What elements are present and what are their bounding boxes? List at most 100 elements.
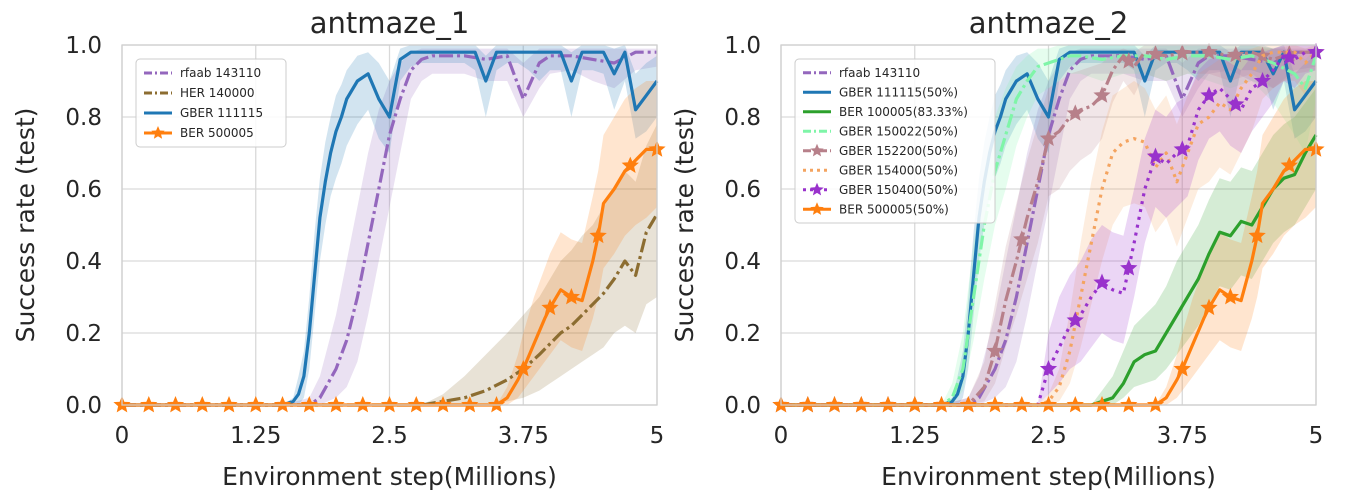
series-marker-7 <box>1280 48 1298 65</box>
series-marker-4 <box>247 395 265 413</box>
series-band-6 <box>781 45 1316 405</box>
series-marker-8 <box>1200 298 1218 316</box>
series-band-2 <box>122 124 657 405</box>
series-marker-4 <box>589 226 607 244</box>
legend-label: rfaab 143110 <box>180 66 261 80</box>
series-marker-4 <box>541 298 559 316</box>
series-marker-8 <box>1039 395 1058 413</box>
legend-label: GBER 111115 <box>180 106 263 120</box>
series-marker-7 <box>1253 71 1272 89</box>
series-marker-8 <box>1066 395 1084 413</box>
y-tick-label: 1.0 <box>65 33 102 59</box>
legend-label: BER 100005(83.33%) <box>839 105 968 119</box>
series-marker-8 <box>986 395 1004 413</box>
chart-title: antmaze_2 <box>969 6 1129 40</box>
series-marker-4 <box>140 395 158 413</box>
series-marker-5 <box>1146 44 1165 62</box>
y-tick-label: 0.6 <box>724 177 761 203</box>
series-marker-4 <box>273 395 292 413</box>
legend-label: GBER 150022(50%) <box>839 124 958 138</box>
y-tick-label: 0.8 <box>724 105 761 131</box>
series-marker-5 <box>1066 104 1084 121</box>
legend-label: GBER 111115(50%) <box>839 85 958 99</box>
series-marker-5 <box>1120 52 1138 69</box>
series-line-1 <box>122 50 657 407</box>
legend-label: BER 500005 <box>180 126 254 140</box>
plot-border <box>780 44 1317 406</box>
panel-1: 0 1.25 2.5 3.75 5 0.0 0.2 0.4 0.6 0.8 1.0 antmaze_1… <box>11 6 666 491</box>
series-marker-7 <box>1066 311 1084 328</box>
legend-label: HER 140000 <box>180 86 255 100</box>
legend-frame <box>794 58 996 224</box>
x-axis-label: Environment step(Millions) <box>222 462 557 491</box>
x-tick-label: 3.75 <box>1157 423 1208 449</box>
series-marker-7 <box>1093 273 1111 290</box>
series-marker-8 <box>799 395 817 413</box>
series-marker-8 <box>852 395 870 413</box>
series-marker-5 <box>1227 45 1245 63</box>
series-marker-4 <box>514 359 532 377</box>
y-tick-label: 0.0 <box>65 393 102 419</box>
series-line-2 <box>122 213 659 407</box>
series-band-3 <box>781 88 1316 405</box>
series-marker-4 <box>166 395 185 413</box>
x-tick-label: 5 <box>650 423 665 449</box>
legend: rfaab 143110 HER 140000 GBER 111115 BER 500… <box>135 58 287 148</box>
series-marker-7 <box>1120 259 1138 276</box>
series-marker-7 <box>1039 359 1058 377</box>
series-marker-5 <box>1039 129 1058 146</box>
y-tick-label: 0.2 <box>724 321 761 347</box>
series-marker-7 <box>1146 147 1165 164</box>
legend-marker <box>810 143 824 157</box>
legend-marker <box>151 126 165 139</box>
x-tick-label: 2.5 <box>1030 423 1067 449</box>
y-tick-label: 0.4 <box>724 249 761 275</box>
y-tick-label: 0.6 <box>65 177 102 203</box>
series-marker-8 <box>1173 359 1191 377</box>
x-tick-label: 5 <box>1309 423 1324 449</box>
x-tick-label: 1.25 <box>889 423 940 449</box>
series-marker-8 <box>825 395 844 413</box>
series-marker-4 <box>562 287 580 305</box>
x-tick-label: 1.25 <box>230 423 281 449</box>
y-axis-label: Success rate (test) <box>11 108 40 343</box>
series-marker-4 <box>434 395 452 413</box>
x-tick-label: 0 <box>774 423 789 449</box>
series-marker-4 <box>407 395 425 413</box>
series-marker-7 <box>1227 95 1245 112</box>
series-marker-4 <box>193 395 211 413</box>
x-axis-label: Environment step(Millions) <box>881 462 1216 491</box>
legend-marker <box>810 202 824 215</box>
series-line-7 <box>781 50 1316 407</box>
series-marker-4 <box>461 395 479 413</box>
chart-title: antmaze_1 <box>310 6 470 40</box>
series-marker-8 <box>1248 226 1266 244</box>
series-marker-8 <box>1013 395 1031 413</box>
y-tick-label: 0.2 <box>65 321 102 347</box>
series-line-3 <box>122 50 659 407</box>
series-marker-8 <box>1093 395 1111 413</box>
legend-label: rfaab 143110 <box>839 66 920 80</box>
x-tick-label: 2.5 <box>371 423 408 449</box>
series-line-6 <box>781 50 1318 407</box>
series-marker-4 <box>220 395 238 413</box>
series-marker-4 <box>327 395 345 413</box>
y-tick-label: 0.8 <box>65 105 102 131</box>
series-band-7 <box>781 45 1316 405</box>
series-marker-5 <box>1173 44 1191 61</box>
series-marker-7 <box>1173 140 1191 157</box>
plot-border <box>121 44 658 406</box>
series-marker-7 <box>1200 86 1218 103</box>
legend-label: GBER 150400(50%) <box>839 183 958 197</box>
series-marker-5 <box>1013 230 1031 247</box>
series-marker-4 <box>354 395 372 413</box>
series-marker-8 <box>1221 287 1239 305</box>
legend-marker <box>810 182 824 196</box>
series-marker-4 <box>621 156 639 173</box>
series-marker-5 <box>1093 86 1111 103</box>
series-marker-5 <box>1200 43 1218 60</box>
legend: rfaab 143110 GBER 111115(50%) BER 100005(8… <box>794 58 996 224</box>
series-line-4 <box>781 54 1318 407</box>
series-marker-4 <box>300 395 318 413</box>
